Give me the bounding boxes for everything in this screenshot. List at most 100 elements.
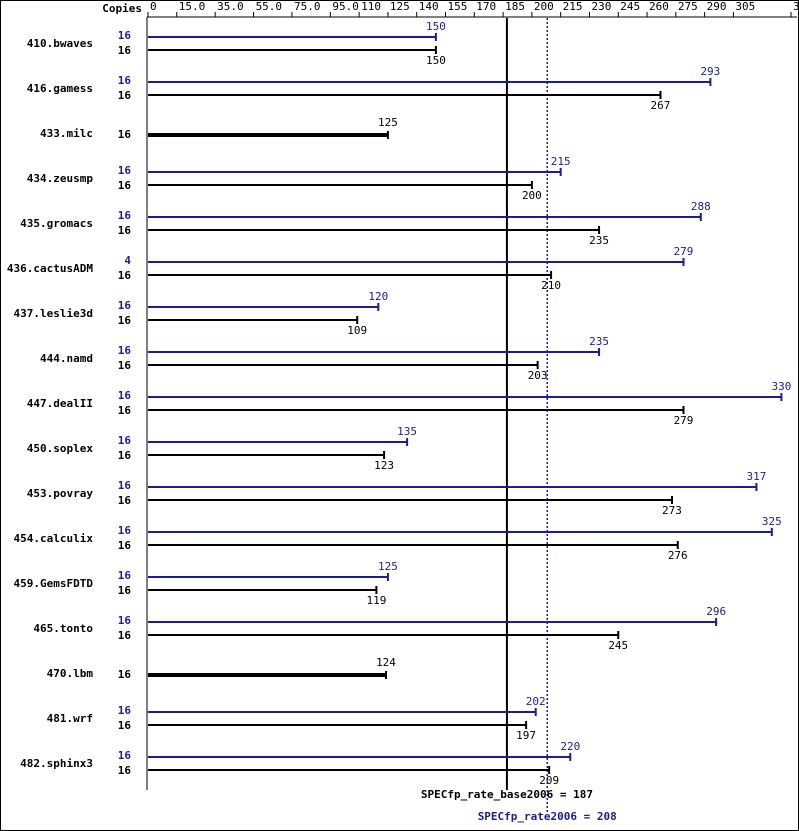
value-label: 135: [397, 425, 417, 438]
reference-label: SPECfp_rate_base2006 = 187: [421, 788, 593, 801]
value-label: 197: [516, 729, 536, 742]
copies-label: 16: [118, 224, 132, 237]
value-label: 288: [691, 200, 711, 213]
benchmark-label: 434.zeusmp: [27, 172, 94, 185]
value-label: 150: [426, 20, 446, 33]
copies-label: 16: [118, 29, 132, 42]
benchmark-label: 435.gromacs: [20, 217, 93, 230]
x-tick-label: 75.0: [294, 0, 321, 13]
x-tick-label: 245: [620, 0, 640, 13]
copies-label: 16: [118, 584, 132, 597]
x-tick-label: 110: [361, 0, 381, 13]
benchmark-label: 481.wrf: [47, 712, 93, 725]
x-tick-label: 55.0: [256, 0, 283, 13]
value-label: 273: [662, 504, 682, 517]
copies-header: Copies: [102, 2, 142, 15]
value-label: 209: [539, 774, 559, 787]
copies-label: 16: [118, 434, 132, 447]
value-label: 267: [651, 99, 671, 112]
value-label: 235: [589, 234, 609, 247]
value-label: 325: [762, 515, 782, 528]
benchmark-label: 454.calculix: [14, 532, 94, 545]
value-label: 202: [526, 695, 546, 708]
x-tick-label: 335: [793, 0, 799, 13]
x-tick-label: 185: [505, 0, 525, 13]
copies-label: 16: [118, 449, 132, 462]
benchmark-label: 459.GemsFDTD: [14, 577, 94, 590]
value-label: 150: [426, 54, 446, 67]
value-label: 235: [589, 335, 609, 348]
value-label: 317: [747, 470, 767, 483]
benchmark-label: 450.soplex: [27, 442, 94, 455]
copies-label: 16: [118, 128, 132, 141]
copies-label: 16: [118, 299, 132, 312]
copies-label: 16: [118, 668, 132, 681]
copies-label: 16: [118, 479, 132, 492]
x-tick-label: 15.0: [179, 0, 206, 13]
benchmark-label: 444.namd: [40, 352, 93, 365]
copies-label: 16: [118, 269, 132, 282]
value-label: 120: [368, 290, 388, 303]
copies-label: 16: [118, 359, 132, 372]
benchmark-label: 482.sphinx3: [20, 757, 93, 770]
copies-label: 16: [118, 569, 132, 582]
copies-label: 16: [118, 404, 132, 417]
value-label: 123: [374, 459, 394, 472]
x-tick-label: 230: [591, 0, 611, 13]
benchmark-label: 436.cactusADM: [7, 262, 93, 275]
x-tick-label: 215: [563, 0, 583, 13]
copies-label: 16: [118, 344, 132, 357]
x-tick-label: 35.0: [217, 0, 244, 13]
copies-label: 16: [118, 179, 132, 192]
copies-label: 16: [118, 524, 132, 537]
value-label: 215: [551, 155, 571, 168]
value-label: 293: [700, 65, 720, 78]
x-tick-label: 140: [419, 0, 439, 13]
value-label: 203: [528, 369, 548, 382]
copies-label: 16: [118, 629, 132, 642]
x-tick-label: 170: [476, 0, 496, 13]
value-label: 279: [674, 414, 694, 427]
value-label: 330: [771, 380, 791, 393]
copies-label: 16: [118, 314, 132, 327]
value-label: 210: [541, 279, 561, 292]
copies-label: 4: [124, 254, 131, 267]
x-tick-label: 200: [534, 0, 554, 13]
x-tick-label: 290: [707, 0, 727, 13]
reference-label: SPECfp_rate2006 = 208: [478, 810, 617, 823]
copies-label: 16: [118, 209, 132, 222]
x-tick-label: 95.0: [332, 0, 359, 13]
x-tick-label: 125: [390, 0, 410, 13]
value-label: 124: [376, 656, 396, 669]
x-tick-label: 275: [678, 0, 698, 13]
benchmark-label: 437.leslie3d: [14, 307, 93, 320]
copies-label: 16: [118, 494, 132, 507]
value-label: 119: [366, 594, 386, 607]
copies-label: 16: [118, 614, 132, 627]
value-label: 276: [668, 549, 688, 562]
copies-label: 16: [118, 704, 132, 717]
benchmark-label: 410.bwaves: [27, 37, 93, 50]
benchmark-label: 433.milc: [40, 127, 93, 140]
value-label: 245: [608, 639, 628, 652]
copies-label: 16: [118, 89, 132, 102]
value-label: 296: [706, 605, 726, 618]
x-tick-label: 0: [150, 0, 157, 13]
value-label: 125: [378, 116, 398, 129]
x-tick-label: 155: [448, 0, 468, 13]
benchmark-label: 416.gamess: [27, 82, 93, 95]
copies-label: 16: [118, 164, 132, 177]
copies-label: 16: [118, 719, 132, 732]
value-label: 125: [378, 560, 398, 573]
copies-label: 16: [118, 389, 132, 402]
value-label: 220: [560, 740, 580, 753]
value-label: 200: [522, 189, 542, 202]
value-label: 279: [674, 245, 694, 258]
copies-label: 16: [118, 44, 132, 57]
copies-label: 16: [118, 764, 132, 777]
copies-label: 16: [118, 539, 132, 552]
benchmark-label: 447.dealII: [27, 397, 93, 410]
benchmark-label: 465.tonto: [33, 622, 93, 635]
